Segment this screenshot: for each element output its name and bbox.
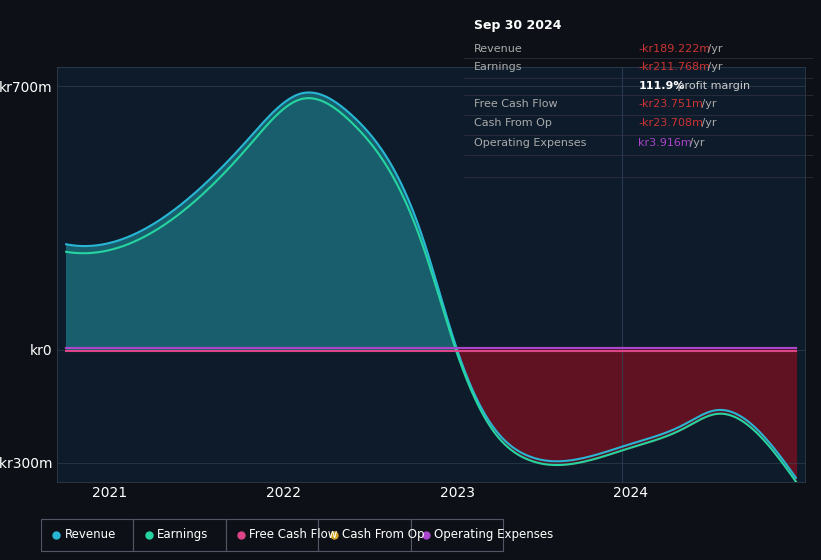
Text: /yr: /yr bbox=[686, 138, 704, 148]
Text: -kr189.222m: -kr189.222m bbox=[639, 44, 711, 54]
Text: 111.9%: 111.9% bbox=[639, 81, 685, 91]
Text: /yr: /yr bbox=[698, 99, 716, 109]
Text: Earnings: Earnings bbox=[475, 62, 523, 72]
Text: Free Cash Flow: Free Cash Flow bbox=[475, 99, 558, 109]
Text: Revenue: Revenue bbox=[475, 44, 523, 54]
Text: Cash From Op: Cash From Op bbox=[342, 528, 424, 542]
Text: Sep 30 2024: Sep 30 2024 bbox=[475, 19, 562, 32]
Text: /yr: /yr bbox=[704, 44, 722, 54]
Text: kr3.916m: kr3.916m bbox=[639, 138, 692, 148]
Text: Free Cash Flow: Free Cash Flow bbox=[250, 528, 337, 542]
Text: -kr23.751m: -kr23.751m bbox=[639, 99, 704, 109]
Text: Operating Expenses: Operating Expenses bbox=[434, 528, 553, 542]
Text: Revenue: Revenue bbox=[65, 528, 116, 542]
Text: -kr23.708m: -kr23.708m bbox=[639, 118, 704, 128]
FancyBboxPatch shape bbox=[319, 519, 410, 551]
Text: Operating Expenses: Operating Expenses bbox=[475, 138, 587, 148]
Text: Cash From Op: Cash From Op bbox=[475, 118, 553, 128]
Text: profit margin: profit margin bbox=[674, 81, 750, 91]
FancyBboxPatch shape bbox=[226, 519, 319, 551]
Text: /yr: /yr bbox=[704, 62, 722, 72]
FancyBboxPatch shape bbox=[41, 519, 133, 551]
Text: /yr: /yr bbox=[698, 118, 716, 128]
FancyBboxPatch shape bbox=[133, 519, 226, 551]
FancyBboxPatch shape bbox=[410, 519, 503, 551]
Text: Earnings: Earnings bbox=[157, 528, 209, 542]
Text: -kr211.768m: -kr211.768m bbox=[639, 62, 710, 72]
